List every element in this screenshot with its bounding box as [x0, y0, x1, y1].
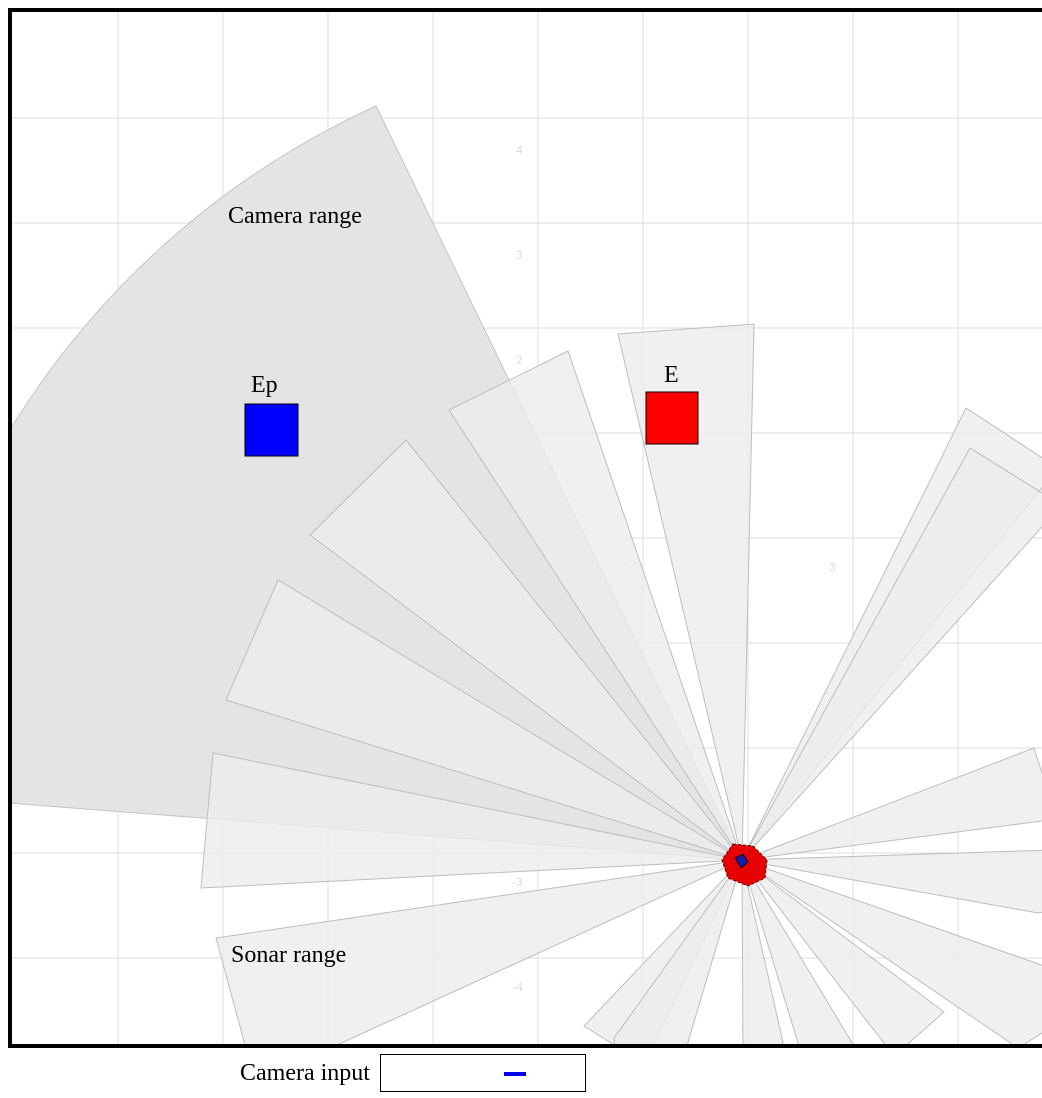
- sonar-range-label: Sonar range: [231, 942, 346, 968]
- sonar-cone: [448, 350, 743, 861]
- camera-input-label: Camera input: [240, 1059, 370, 1086]
- sonar-cone: [225, 579, 743, 861]
- sonar-cone: [741, 859, 854, 1044]
- y-tick: 4: [516, 143, 523, 157]
- entity-e-label: E: [664, 362, 679, 388]
- entity-e: [645, 391, 699, 445]
- robot: [721, 843, 768, 887]
- sonar-cone: [613, 859, 743, 1044]
- sonar-cone: [309, 439, 743, 861]
- sonar-cones: [200, 323, 1042, 1044]
- camera-input-marker: [503, 1072, 526, 1076]
- sonar-cone: [741, 859, 784, 1044]
- sonar-cone: [741, 859, 945, 1044]
- robot-heading-marker: [734, 853, 749, 869]
- y-tick: 2: [516, 353, 523, 367]
- sonar-cone: [215, 859, 743, 1044]
- y-tick: -4: [512, 980, 523, 994]
- y-tick: -3: [512, 875, 523, 889]
- sonar-cone: [741, 849, 1042, 914]
- sonar-cone: [200, 752, 743, 889]
- x-tick: 3: [829, 560, 836, 574]
- simulation-view: -4 -3 -2 -1 0 1 2 3 4 4 3 2 1 -1 -2 -3 -…: [8, 8, 1042, 1048]
- camera-range-label: Camera range: [228, 203, 362, 229]
- entity-ep: [244, 403, 299, 457]
- sonar-cone: [741, 859, 1042, 1044]
- sonar-cone: [741, 447, 1042, 861]
- camera-input-row: Camera input: [240, 1052, 586, 1094]
- simulation-canvas: -4 -3 -2 -1 0 1 2 3 4 4 3 2 1 -1 -2 -3 -…: [12, 12, 1042, 1044]
- sonar-cone: [741, 747, 1042, 861]
- camera-input-display: [379, 1054, 586, 1092]
- sonar-cone: [617, 323, 755, 861]
- y-tick: 3: [516, 248, 523, 262]
- entity-ep-label: Ep: [251, 372, 278, 398]
